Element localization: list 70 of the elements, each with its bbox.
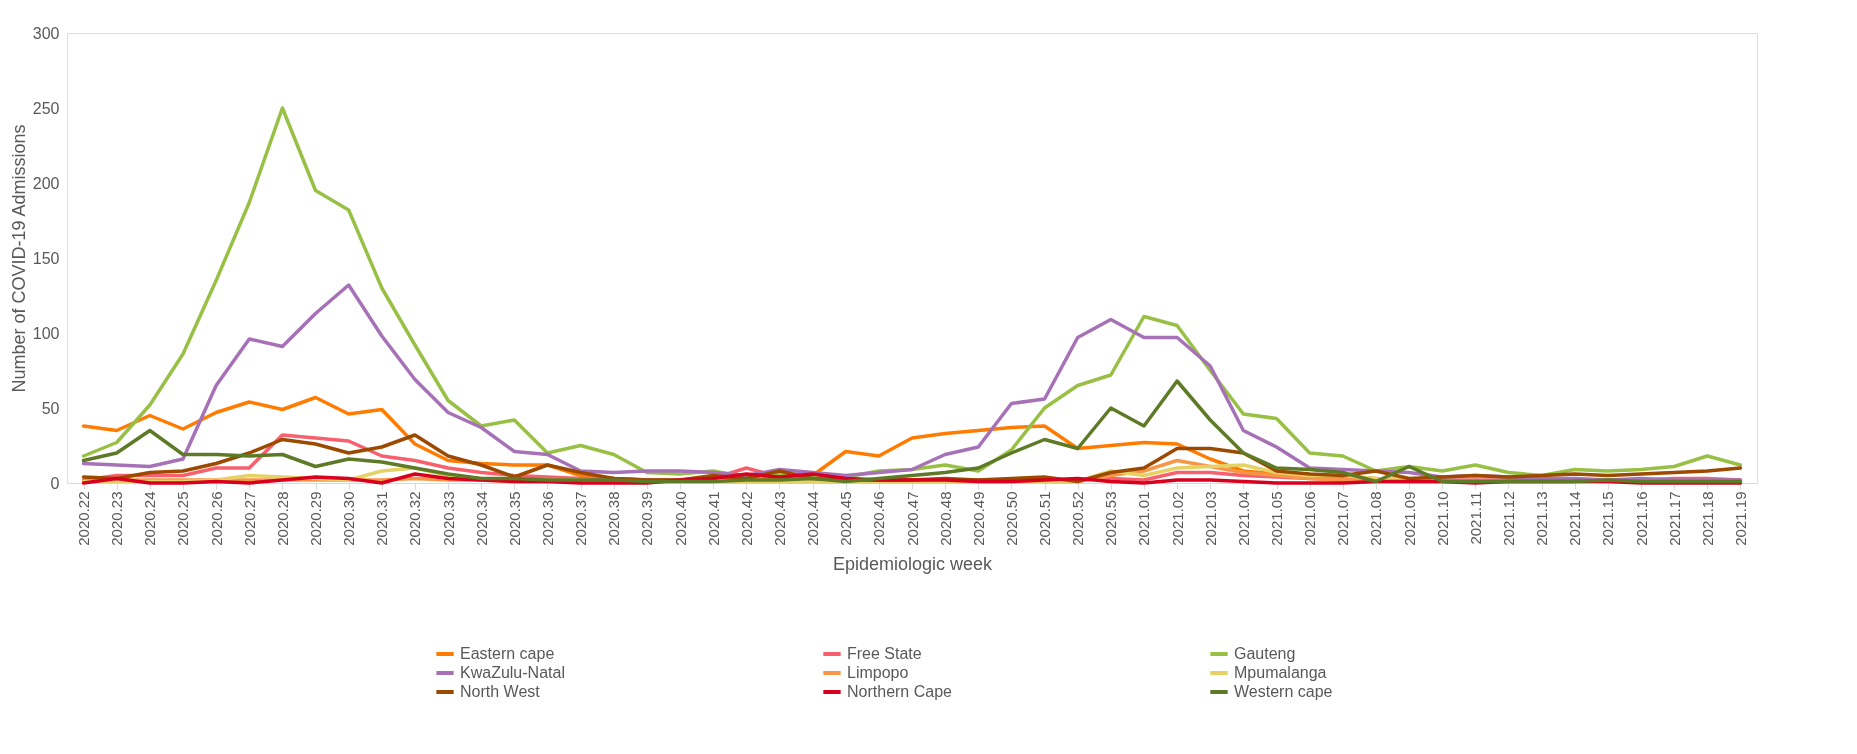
x-tick-label: 2020.49 [969,491,987,546]
x-tick-label: 2021.11 [1466,491,1484,545]
y-axis-title: Number of COVID-19 Admissions [8,124,29,393]
legend-label: Mpumalanga [1234,664,1327,681]
x-tick-label: 2020.45 [837,491,855,546]
x-tick-label: 2020.52 [1069,491,1087,546]
x-tick-label: 2020.53 [1102,491,1120,546]
x-tick-label: 2020.46 [870,491,888,546]
x-tick-label: 2020.44 [804,491,822,546]
x-tick-label: 2020.48 [936,491,954,546]
x-tick-label: 2020.40 [671,491,689,546]
y-tick-label: 250 [32,99,60,117]
x-tick-label: 2020.30 [340,491,358,546]
x-tick-label: 2021.07 [1334,491,1352,546]
legend-label: Free State [847,645,922,662]
x-tick-label: 2020.33 [439,491,457,546]
legend-label: Western cape [1234,683,1333,700]
x-tick-label: 2020.24 [141,491,159,546]
x-tick-label: 2021.09 [1400,491,1418,546]
x-tick-label: 2021.03 [1201,491,1219,546]
x-tick-label: 2020.42 [737,491,755,546]
legend-label: Gauteng [1234,645,1296,662]
x-tick-label: 2020.51 [1036,491,1054,546]
x-tick-label: 2021.15 [1599,491,1617,546]
x-tick-label: 2020.36 [538,491,556,546]
x-tick-label: 2020.47 [903,491,921,546]
y-tick-label: 0 [50,474,60,492]
y-tick-label: 150 [32,249,60,267]
x-tick-label: 2020.25 [174,491,192,546]
x-tick-label: 2020.39 [638,491,656,546]
x-tick-label: 2020.43 [770,491,788,546]
y-tick-label: 50 [41,399,60,417]
x-tick-label: 2020.22 [75,491,93,546]
x-tick-label: 2021.14 [1566,491,1584,546]
x-tick-label: 2020.26 [207,491,225,546]
x-tick-label: 2021.05 [1268,491,1286,546]
y-tick-label: 200 [32,174,60,192]
x-tick-label: 2020.50 [1002,491,1020,546]
x-tick-label: 2020.35 [505,491,523,546]
y-tick-label: 100 [32,324,60,342]
x-tick-label: 2020.31 [373,491,391,546]
x-tick-label: 2020.37 [572,491,590,546]
y-tick-label: 300 [32,24,60,42]
x-tick-label: 2021.13 [1533,491,1551,546]
x-tick-label: 2021.08 [1367,491,1385,546]
x-tick-label: 2021.04 [1234,491,1252,546]
legend-label: North West [460,683,541,700]
x-tick-label: 2021.16 [1632,491,1650,546]
legend-label: Northern Cape [847,683,953,700]
x-tick-label: 2020.29 [307,491,325,546]
line-series [81,379,1743,484]
x-tick-label: 2020.23 [108,491,126,546]
x-tick-label: 2020.27 [240,491,258,546]
legend-label: Eastern cape [460,645,555,662]
x-tick-label: 2020.41 [704,491,722,546]
x-tick-label: 2021.02 [1168,491,1186,546]
legend-label: KwaZulu-Natal [460,664,565,681]
x-tick-label: 2020.28 [273,491,291,546]
x-tick-label: 2021.06 [1301,491,1319,546]
x-tick-label: 2020.38 [605,491,623,546]
x-axis-title: Epidemiologic week [832,553,994,574]
x-tick-label: 2021.12 [1499,491,1517,546]
x-tick-label: 2020.32 [406,491,424,546]
x-tick-label: 2020.34 [472,491,490,546]
legend-label: Limpopo [847,664,909,681]
x-tick-label: 2021.01 [1135,491,1153,546]
x-tick-label: 2021.18 [1698,491,1716,546]
x-tick-label: 2021.10 [1433,491,1451,546]
x-tick-label: 2021.19 [1731,491,1749,546]
x-tick-label: 2021.17 [1665,491,1683,546]
